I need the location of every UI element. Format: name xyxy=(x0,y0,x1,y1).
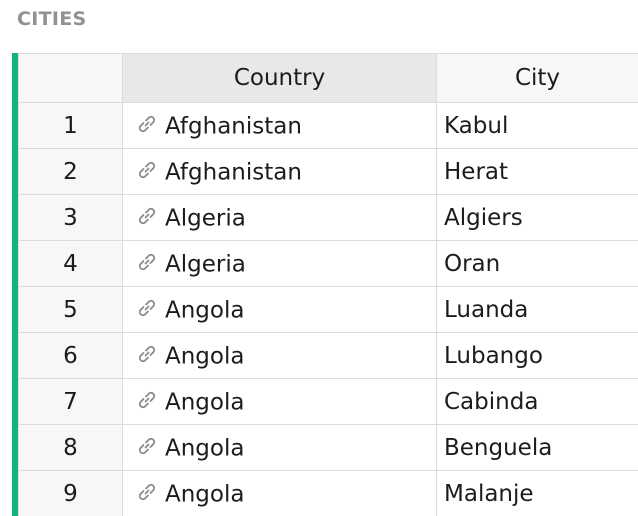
table-row: 4 Algeria Oran xyxy=(18,240,638,287)
country-cell[interactable]: Angola xyxy=(122,424,437,471)
table-row: 7 Angola Cabinda xyxy=(18,378,638,425)
row-number[interactable]: 9 xyxy=(18,470,123,516)
cities-table-widget: Country City 1 Afghanistan Kabul 2 Afgha… xyxy=(12,53,638,516)
city-cell[interactable]: Luanda xyxy=(436,286,638,333)
link-icon xyxy=(138,345,156,362)
link-icon xyxy=(138,391,156,408)
country-text: Algeria xyxy=(165,251,246,278)
country-text: Algeria xyxy=(165,205,246,232)
city-cell[interactable]: Malanje xyxy=(436,470,638,516)
section-title: CITIES xyxy=(17,8,87,30)
row-number[interactable]: 7 xyxy=(18,378,123,425)
row-number[interactable]: 6 xyxy=(18,332,123,379)
row-number[interactable]: 5 xyxy=(18,286,123,333)
column-header-city[interactable]: City xyxy=(436,53,638,103)
link-icon xyxy=(138,483,156,500)
country-cell[interactable]: Algeria xyxy=(122,240,437,287)
country-text: Angola xyxy=(165,481,245,508)
country-text: Afghanistan xyxy=(165,159,302,186)
link-icon xyxy=(138,207,156,224)
table-row: 6 Angola Lubango xyxy=(18,332,638,379)
country-text: Angola xyxy=(165,389,245,416)
country-cell[interactable]: Angola xyxy=(122,378,437,425)
link-icon xyxy=(138,299,156,316)
row-number[interactable]: 1 xyxy=(18,102,123,149)
city-cell[interactable]: Kabul xyxy=(436,102,638,149)
header-row: Country City xyxy=(18,53,638,103)
table-row: 5 Angola Luanda xyxy=(18,286,638,333)
city-cell[interactable]: Lubango xyxy=(436,332,638,379)
country-cell[interactable]: Angola xyxy=(122,470,437,516)
city-cell[interactable]: Herat xyxy=(436,148,638,195)
link-icon xyxy=(138,253,156,270)
country-cell[interactable]: Afghanistan xyxy=(122,102,437,149)
country-cell[interactable]: Afghanistan xyxy=(122,148,437,195)
country-cell[interactable]: Angola xyxy=(122,332,437,379)
table-row: 1 Afghanistan Kabul xyxy=(18,102,638,149)
row-number-header[interactable] xyxy=(18,53,123,103)
city-cell[interactable]: Oran xyxy=(436,240,638,287)
link-icon xyxy=(138,161,156,178)
table-row: 2 Afghanistan Herat xyxy=(18,148,638,195)
table-row: 8 Angola Benguela xyxy=(18,424,638,471)
row-number[interactable]: 2 xyxy=(18,148,123,195)
row-number[interactable]: 8 xyxy=(18,424,123,471)
link-icon xyxy=(138,437,156,454)
country-text: Afghanistan xyxy=(165,113,302,140)
country-text: Angola xyxy=(165,343,245,370)
city-cell[interactable]: Cabinda xyxy=(436,378,638,425)
city-cell[interactable]: Algiers xyxy=(436,194,638,241)
country-text: Angola xyxy=(165,435,245,462)
row-number[interactable]: 4 xyxy=(18,240,123,287)
data-grid: Country City 1 Afghanistan Kabul 2 Afgha… xyxy=(18,53,638,516)
link-icon xyxy=(138,115,156,132)
country-cell[interactable]: Algeria xyxy=(122,194,437,241)
column-header-country[interactable]: Country xyxy=(122,53,437,103)
table-row: 3 Algeria Algiers xyxy=(18,194,638,241)
country-text: Angola xyxy=(165,297,245,324)
country-cell[interactable]: Angola xyxy=(122,286,437,333)
row-number[interactable]: 3 xyxy=(18,194,123,241)
active-widget-accent xyxy=(12,53,18,516)
city-cell[interactable]: Benguela xyxy=(436,424,638,471)
table-row: 9 Angola Malanje xyxy=(18,470,638,516)
